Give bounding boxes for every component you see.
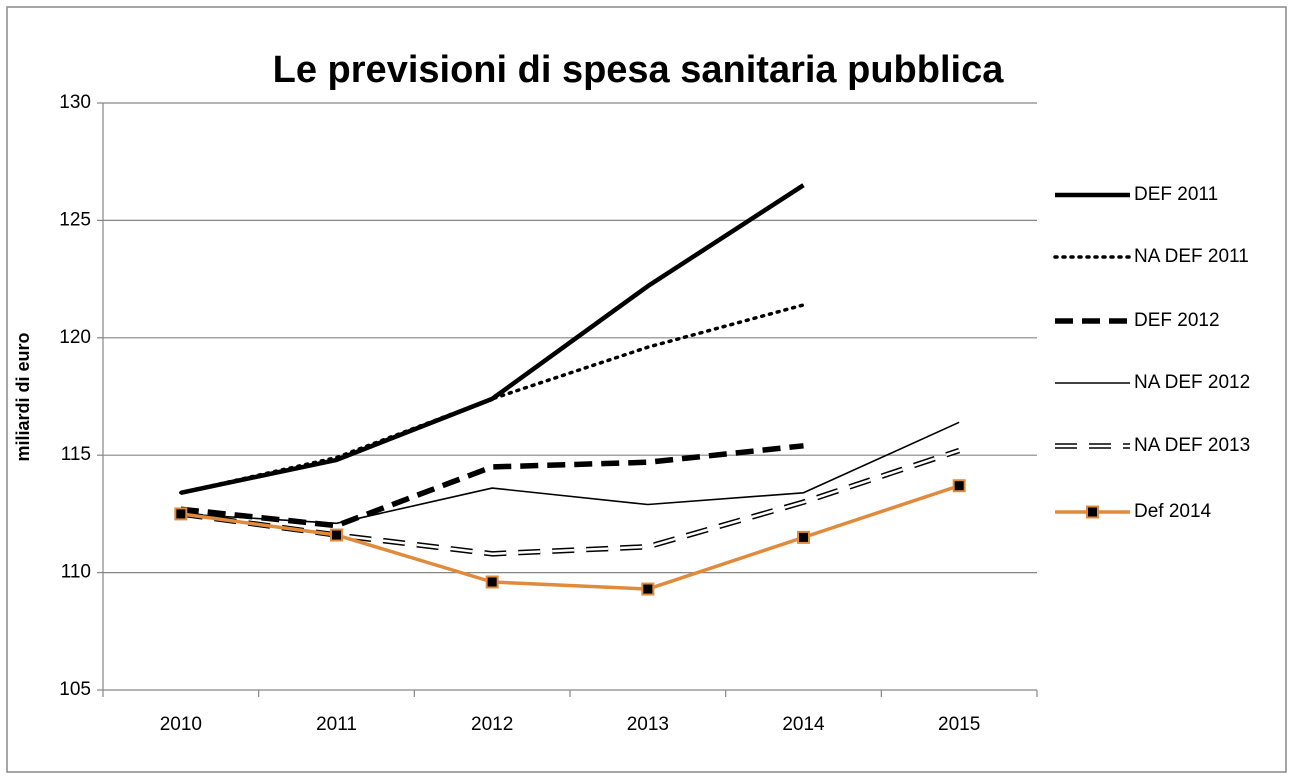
series-line	[180, 421, 960, 525]
series-line	[180, 484, 960, 591]
legend-label: NA DEF 2011	[1134, 246, 1249, 267]
series-line	[179, 303, 806, 495]
x-tick-label: 2010	[160, 714, 202, 735]
legend-label: DEF 2011	[1134, 184, 1218, 205]
y-tick-label: 105	[59, 679, 91, 700]
y-tick-label: 125	[59, 209, 91, 230]
legend-label: NA DEF 2013	[1134, 435, 1250, 456]
x-tick-label: 2015	[938, 714, 980, 735]
point-marker	[330, 528, 343, 542]
series-line	[180, 443, 804, 529]
point-marker	[797, 530, 810, 544]
chart-border	[6, 6, 1287, 773]
legend-label: NA DEF 2012	[1134, 372, 1250, 393]
legend-label: Def 2014	[1134, 501, 1212, 522]
point-marker	[174, 507, 188, 521]
x-tick-label: 2011	[316, 714, 357, 735]
chart-title: Le previsioni di spesa sanitaria pubblic…	[273, 49, 1005, 91]
point-marker	[485, 575, 499, 589]
x-tick-label: 2012	[471, 714, 513, 735]
x-tick-label: 2014	[782, 714, 825, 735]
series-line-inner	[180, 449, 960, 556]
y-tick-label: 110	[61, 562, 91, 583]
legend-marker	[1086, 505, 1099, 519]
y-tick-label: 130	[59, 92, 91, 113]
legend-label: DEF 2012	[1134, 310, 1220, 331]
x-tick-label: 2013	[627, 714, 669, 735]
y-tick-label: 120	[59, 327, 91, 348]
point-marker	[641, 582, 655, 596]
y-tick-label: 115	[61, 444, 91, 465]
y-axis-label: miliardi di euro	[13, 332, 33, 461]
point-marker	[952, 479, 966, 493]
